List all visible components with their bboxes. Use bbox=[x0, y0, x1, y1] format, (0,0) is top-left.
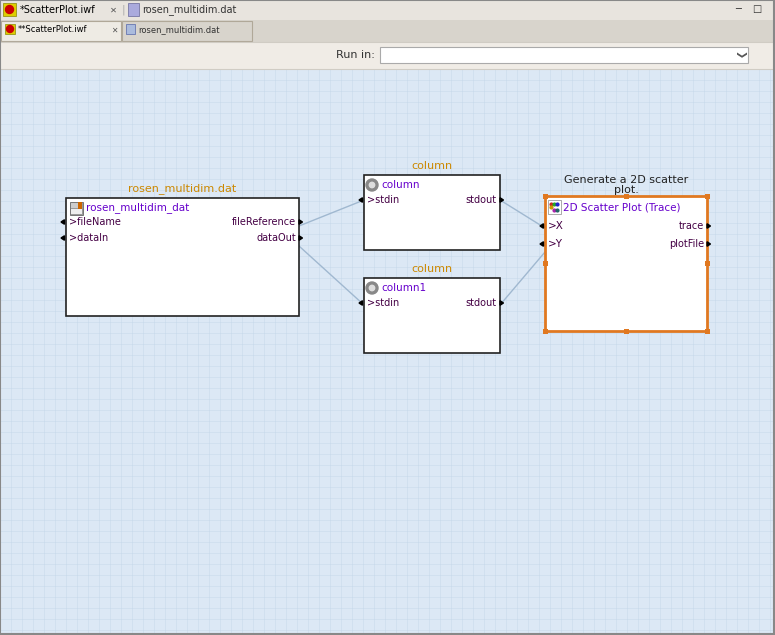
FancyBboxPatch shape bbox=[0, 20, 775, 42]
FancyBboxPatch shape bbox=[704, 194, 709, 199]
FancyBboxPatch shape bbox=[71, 208, 82, 214]
Polygon shape bbox=[500, 301, 504, 305]
Polygon shape bbox=[540, 242, 543, 246]
Text: >fileName: >fileName bbox=[69, 217, 121, 227]
FancyBboxPatch shape bbox=[364, 278, 500, 353]
FancyBboxPatch shape bbox=[128, 3, 139, 16]
FancyBboxPatch shape bbox=[66, 198, 299, 316]
Polygon shape bbox=[359, 197, 363, 203]
FancyBboxPatch shape bbox=[704, 328, 709, 333]
Text: ✕: ✕ bbox=[110, 6, 117, 15]
FancyBboxPatch shape bbox=[5, 24, 15, 34]
FancyBboxPatch shape bbox=[122, 21, 252, 41]
FancyBboxPatch shape bbox=[71, 203, 80, 208]
FancyBboxPatch shape bbox=[380, 47, 748, 63]
Text: |: | bbox=[122, 4, 126, 15]
Circle shape bbox=[5, 6, 13, 13]
Text: column1: column1 bbox=[381, 283, 426, 293]
Polygon shape bbox=[61, 220, 64, 224]
Text: rosen_multidim.dat: rosen_multidim.dat bbox=[138, 25, 219, 34]
Text: 2D Scatter Plot (Trace): 2D Scatter Plot (Trace) bbox=[563, 202, 680, 212]
Text: rosen_multidim.dat: rosen_multidim.dat bbox=[142, 4, 236, 15]
Polygon shape bbox=[540, 224, 543, 228]
Text: *ScatterPlot.iwf: *ScatterPlot.iwf bbox=[20, 5, 95, 15]
Text: plotFile: plotFile bbox=[669, 239, 704, 249]
FancyBboxPatch shape bbox=[0, 0, 775, 20]
Text: >Y: >Y bbox=[548, 239, 563, 249]
Text: trace: trace bbox=[679, 221, 704, 231]
FancyBboxPatch shape bbox=[0, 42, 775, 69]
Polygon shape bbox=[299, 220, 302, 224]
FancyBboxPatch shape bbox=[545, 196, 707, 331]
Text: dataOut: dataOut bbox=[257, 233, 296, 243]
Circle shape bbox=[366, 282, 378, 294]
Text: ✕: ✕ bbox=[111, 25, 117, 34]
Circle shape bbox=[370, 285, 374, 291]
Text: ─: ─ bbox=[735, 4, 741, 14]
Text: column: column bbox=[412, 161, 453, 171]
Text: >stdin: >stdin bbox=[367, 195, 399, 205]
FancyBboxPatch shape bbox=[542, 194, 547, 199]
FancyBboxPatch shape bbox=[70, 202, 83, 215]
Text: rosen_multidim.dat: rosen_multidim.dat bbox=[129, 184, 236, 194]
Text: ❯: ❯ bbox=[735, 51, 745, 60]
FancyBboxPatch shape bbox=[3, 3, 16, 16]
FancyBboxPatch shape bbox=[364, 175, 500, 250]
Polygon shape bbox=[500, 197, 504, 203]
Polygon shape bbox=[359, 301, 363, 305]
Text: stdout: stdout bbox=[466, 298, 497, 308]
FancyBboxPatch shape bbox=[0, 69, 775, 635]
Text: stdout: stdout bbox=[466, 195, 497, 205]
Text: **ScatterPlot.iwf: **ScatterPlot.iwf bbox=[18, 25, 88, 34]
FancyBboxPatch shape bbox=[1, 21, 121, 41]
Circle shape bbox=[6, 25, 13, 32]
Text: rosen_multidim_dat: rosen_multidim_dat bbox=[86, 203, 189, 213]
Circle shape bbox=[366, 179, 378, 191]
FancyBboxPatch shape bbox=[624, 328, 629, 333]
Text: column: column bbox=[381, 180, 419, 190]
Circle shape bbox=[370, 182, 374, 188]
Text: >X: >X bbox=[548, 221, 564, 231]
Polygon shape bbox=[299, 236, 302, 240]
Text: column: column bbox=[412, 264, 453, 274]
FancyBboxPatch shape bbox=[126, 24, 135, 34]
Text: fileReference: fileReference bbox=[232, 217, 296, 227]
FancyBboxPatch shape bbox=[624, 194, 629, 199]
FancyBboxPatch shape bbox=[542, 261, 547, 266]
Text: □: □ bbox=[752, 4, 761, 14]
FancyBboxPatch shape bbox=[542, 328, 547, 333]
FancyBboxPatch shape bbox=[78, 202, 82, 208]
Polygon shape bbox=[707, 242, 711, 246]
Text: Generate a 2D scatter: Generate a 2D scatter bbox=[564, 175, 688, 185]
FancyBboxPatch shape bbox=[704, 261, 709, 266]
Polygon shape bbox=[61, 236, 64, 240]
Text: >stdin: >stdin bbox=[367, 298, 399, 308]
Polygon shape bbox=[707, 224, 711, 228]
Text: plot.: plot. bbox=[614, 185, 639, 195]
Text: Run in:: Run in: bbox=[336, 51, 375, 60]
Text: >dataIn: >dataIn bbox=[69, 233, 108, 243]
